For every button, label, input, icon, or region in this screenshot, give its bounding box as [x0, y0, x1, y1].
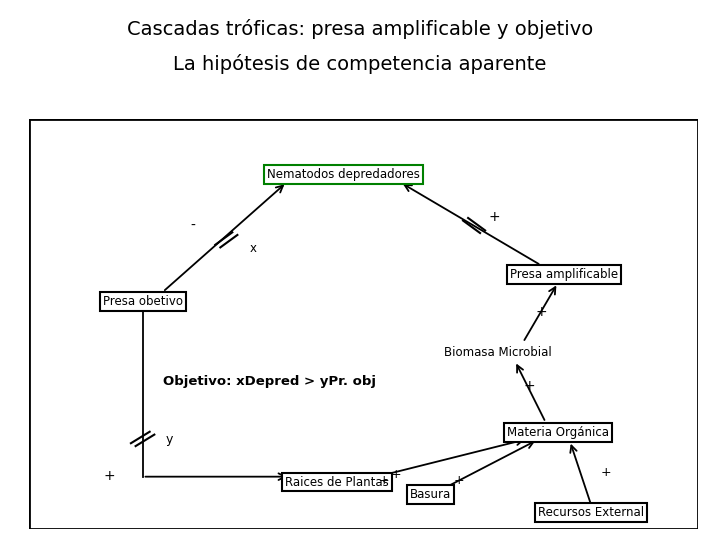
Text: x: x: [250, 241, 256, 254]
Text: Cascadas tróficas: presa amplificable y objetivo: Cascadas tróficas: presa amplificable y …: [127, 19, 593, 39]
Text: +: +: [104, 469, 115, 483]
Text: +: +: [379, 474, 389, 487]
Text: +: +: [390, 468, 401, 481]
Text: Recursos External: Recursos External: [539, 507, 644, 519]
Text: +: +: [524, 380, 536, 393]
Text: La hipótesis de competencia aparente: La hipótesis de competencia aparente: [174, 54, 546, 74]
Text: Biomasa Microbial: Biomasa Microbial: [444, 346, 552, 359]
Text: Materia Orgánica: Materia Orgánica: [507, 426, 609, 439]
Text: +: +: [536, 305, 547, 319]
Text: Presa amplificable: Presa amplificable: [510, 268, 618, 281]
Text: Presa obetivo: Presa obetivo: [103, 295, 183, 308]
Text: Objetivo: xDepred > yPr. obj: Objetivo: xDepred > yPr. obj: [163, 375, 376, 388]
Text: +: +: [600, 467, 611, 480]
Text: Nematodos depredadores: Nematodos depredadores: [267, 168, 420, 181]
Text: -: -: [190, 219, 195, 233]
Text: Raices de Plantas: Raices de Plantas: [285, 476, 389, 489]
Text: Basura: Basura: [410, 488, 451, 501]
Text: +: +: [454, 474, 464, 487]
Text: y: y: [166, 433, 173, 446]
Text: +: +: [488, 210, 500, 224]
